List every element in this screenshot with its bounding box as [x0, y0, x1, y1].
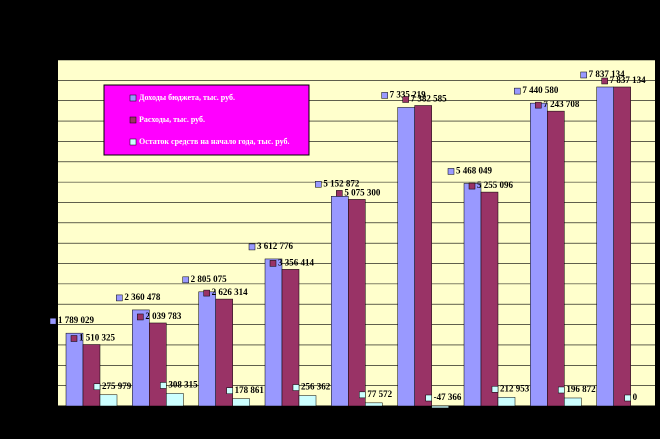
legend-key: [129, 116, 137, 124]
legend-key: [129, 138, 137, 146]
bar: [365, 402, 383, 407]
legend-label: Расходы, тыс. руб.: [139, 115, 205, 124]
bar: [215, 298, 233, 407]
value-label: 7 837 134: [610, 75, 647, 85]
label-key: [93, 383, 101, 391]
bar: [497, 397, 516, 407]
bar: [596, 86, 614, 407]
value-label: 2 360 478: [124, 292, 161, 302]
value-label: 0: [633, 392, 638, 402]
value-label: 2 039 783: [145, 311, 182, 321]
label-key: [315, 180, 322, 188]
value-label: 1 510 325: [79, 333, 116, 343]
label-key: [447, 168, 455, 175]
legend-label: Доходы бюджета, тыс. руб.: [139, 93, 235, 102]
value-label: 5 152 872: [323, 178, 360, 188]
value-label: 5 255 096: [477, 180, 514, 190]
label-key: [182, 276, 189, 284]
bar: [431, 405, 449, 409]
legend-key: [129, 94, 137, 102]
label-key: [49, 317, 57, 325]
value-label: 1 789 029: [58, 315, 95, 325]
value-label: 7 382 585: [411, 94, 448, 104]
label-key: [160, 382, 167, 389]
label-key: [491, 386, 499, 393]
label-key: [248, 243, 256, 251]
bar: [630, 405, 648, 407]
label-key: [116, 294, 123, 302]
bar: [264, 258, 283, 407]
label-key: [292, 384, 300, 391]
bar: [547, 110, 565, 407]
legend: [103, 84, 310, 156]
bar: [65, 332, 84, 407]
bar: [348, 199, 366, 407]
bar: [397, 107, 415, 407]
label-key: [535, 101, 542, 109]
value-label: 7 243 708: [543, 99, 580, 109]
bar: [82, 344, 101, 407]
bar: [463, 183, 482, 407]
value-label: 178 861: [235, 385, 265, 395]
bar: [331, 195, 349, 407]
label-key: [468, 182, 476, 190]
value-label: 3 612 776: [257, 241, 294, 251]
label-key: [226, 387, 233, 394]
bar: [232, 398, 250, 407]
label-key: [359, 391, 366, 399]
value-label: 3 356 414: [278, 257, 315, 267]
bar: [480, 191, 499, 407]
bar: [530, 102, 548, 407]
bar: [564, 397, 582, 407]
label-key: [269, 260, 277, 267]
value-label: 2 805 075: [191, 274, 228, 284]
label-key: [601, 77, 608, 85]
value-label: 196 872: [566, 384, 596, 394]
label-key: [203, 289, 210, 297]
label-key: [558, 386, 565, 394]
value-label: 308 315: [168, 380, 198, 390]
bar: [166, 393, 184, 407]
bar: [132, 309, 150, 407]
value-label: 7 837 134: [589, 69, 626, 79]
label-key: [425, 394, 432, 402]
value-label: 77 572: [367, 389, 392, 399]
label-key: [381, 92, 388, 99]
label-key: [580, 71, 587, 79]
label-key: [514, 87, 521, 95]
bar: [613, 86, 631, 407]
bar: [298, 395, 317, 407]
bar: [99, 394, 118, 407]
bar: [281, 269, 300, 407]
value-label: 7 335 219: [390, 89, 427, 99]
value-label: 7 440 580: [522, 85, 559, 95]
legend-label: Остаток средств на начало года, тыс. руб…: [139, 137, 290, 146]
value-label: 2 626 314: [212, 287, 249, 297]
value-label: 5 075 300: [344, 187, 381, 197]
bar: [198, 291, 216, 407]
bar: [414, 105, 432, 407]
label-key: [70, 335, 78, 342]
value-label: 256 362: [301, 382, 331, 392]
bar: [149, 322, 167, 407]
label-key: [336, 190, 343, 197]
label-key: [137, 313, 144, 321]
value-label: 212 953: [500, 383, 530, 393]
value-label: -47 366: [434, 392, 462, 402]
label-key: [402, 96, 409, 103]
label-key: [624, 394, 631, 402]
value-label: 5 468 049: [456, 165, 493, 175]
value-label: 275 979: [102, 381, 132, 391]
